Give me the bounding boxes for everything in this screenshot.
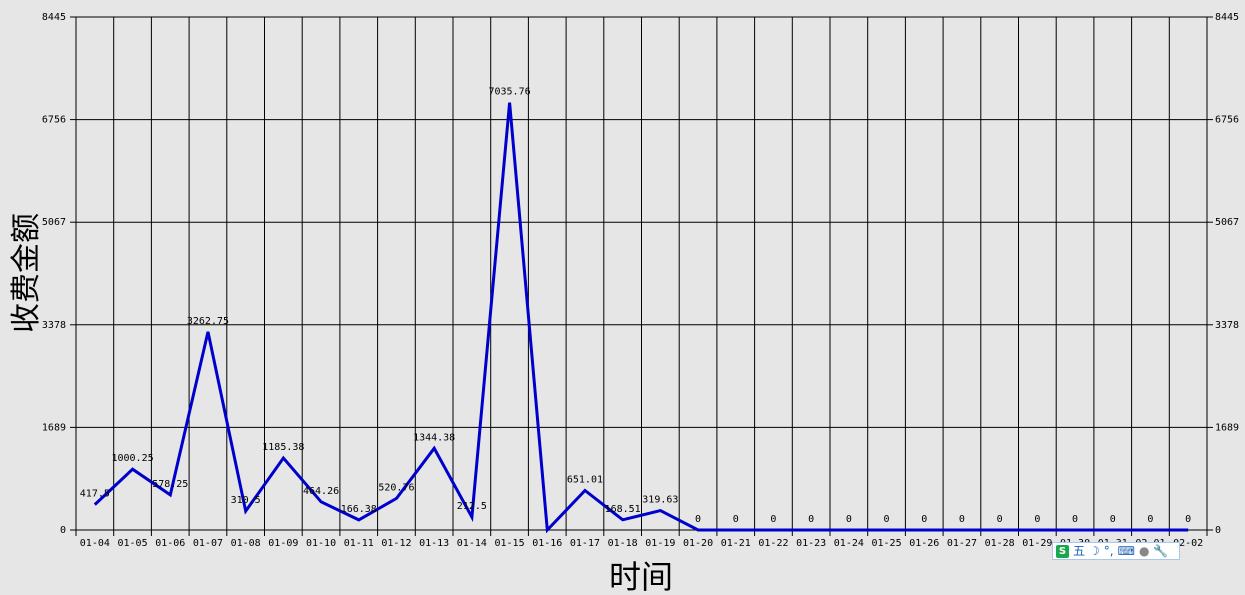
x-tick-label: 01-07 — [193, 538, 223, 549]
x-tick-label: 01-28 — [985, 538, 1015, 549]
data-label: 212.5 — [457, 501, 487, 512]
data-label: 0 — [1147, 514, 1153, 525]
data-label: 0 — [770, 514, 776, 525]
x-tick-label: 01-10 — [306, 538, 336, 549]
data-label: 0 — [921, 514, 927, 525]
x-tick-label: 01-15 — [494, 538, 524, 549]
data-label: 464.26 — [303, 486, 339, 497]
y-tick-label-right: 0 — [1215, 525, 1221, 536]
data-label: 0 — [733, 514, 739, 525]
data-label: 651.01 — [567, 474, 603, 485]
data-label: 520.76 — [378, 482, 414, 493]
input-mode-label[interactable]: 五 — [1073, 544, 1086, 558]
x-tick-label: 01-09 — [268, 538, 298, 549]
x-axis-title: 时间 — [609, 558, 673, 595]
x-tick-label: 01-05 — [117, 538, 147, 549]
x-tick-label: 01-25 — [871, 538, 901, 549]
data-label: 0 — [884, 514, 890, 525]
data-labels: 417.5 1000.25 578.25 3262.75 310.5 1185.38 464… — [80, 87, 1191, 525]
data-label: 0 — [997, 514, 1003, 525]
x-tick-label: 01-14 — [457, 538, 487, 549]
y-tick-label-left: 3378 — [42, 320, 66, 331]
y-tick-label-right: 6756 — [1215, 115, 1239, 126]
y-axis-left-ticks: 0 1689 3378 5067 6756 8445 — [42, 12, 76, 536]
y-axis-right-ticks: 0 1689 3378 5067 6756 8445 — [1207, 12, 1239, 536]
data-label: 319.63 — [642, 495, 678, 506]
y-tick-label-right: 8445 — [1215, 12, 1239, 23]
data-label: 0 — [959, 514, 965, 525]
x-tick-label: 01-29 — [1022, 538, 1052, 549]
data-label: 578.25 — [152, 479, 188, 490]
x-tick-label: 01-19 — [645, 538, 675, 549]
data-label: 166.38 — [341, 504, 377, 515]
data-label: 0 — [846, 514, 852, 525]
y-tick-label-left: 6756 — [42, 115, 66, 126]
sogou-logo-icon[interactable]: S — [1056, 544, 1069, 558]
data-label: 0 — [695, 514, 701, 525]
x-tick-label: 01-12 — [381, 538, 411, 549]
x-tick-label: 01-22 — [758, 538, 788, 549]
x-axis-ticks: 01-04 01-05 01-06 01-07 01-08 01-09 01-10 01-11… — [75, 530, 1208, 549]
data-label: 0 — [1110, 514, 1116, 525]
grid-layer — [75, 16, 1208, 531]
x-tick-label: 01-16 — [532, 538, 562, 549]
data-label: 0 — [1185, 514, 1191, 525]
moon-icon[interactable]: ☽ — [1089, 544, 1100, 558]
wrench-icon[interactable]: 🔧 — [1153, 544, 1169, 558]
y-tick-label-left: 5067 — [42, 217, 66, 228]
x-tick-label: 01-26 — [909, 538, 939, 549]
data-label: 0 — [1034, 514, 1040, 525]
data-label: 1000.25 — [111, 453, 153, 464]
data-label: 1344.38 — [413, 432, 455, 443]
y-tick-label-left: 0 — [60, 525, 66, 536]
data-label: 0 — [808, 514, 814, 525]
series-layer — [93, 102, 1189, 534]
y-tick-label-left: 8445 — [42, 12, 66, 23]
x-tick-label: 01-11 — [344, 538, 374, 549]
x-tick-label: 02-02 — [1173, 538, 1203, 549]
data-label: 310.5 — [231, 495, 261, 506]
x-tick-label: 01-27 — [947, 538, 977, 549]
data-label: 0 — [1072, 514, 1078, 525]
user-icon[interactable]: ● — [1138, 544, 1150, 558]
y-tick-label-right: 5067 — [1215, 217, 1239, 228]
x-tick-label: 01-08 — [231, 538, 261, 549]
punctuation-icon[interactable]: °, — [1103, 544, 1114, 558]
x-tick-label: 01-24 — [834, 538, 864, 549]
y-axis-title: 收费金额 — [9, 213, 44, 333]
x-tick-label: 01-13 — [419, 538, 449, 549]
x-tick-label: 01-06 — [155, 538, 185, 549]
x-tick-label: 01-04 — [80, 538, 110, 549]
series-line — [93, 102, 1189, 534]
x-tick-label: 01-23 — [796, 538, 826, 549]
data-label: 7035.76 — [488, 87, 530, 98]
data-label: 1185.38 — [262, 442, 304, 453]
y-tick-label-left: 1689 — [42, 422, 66, 433]
x-tick-label: 01-21 — [721, 538, 751, 549]
keyboard-icon[interactable]: ⌨ — [1117, 544, 1135, 558]
x-tick-label: 01-18 — [608, 538, 638, 549]
x-tick-label: 01-17 — [570, 538, 600, 549]
x-tick-label: 01-20 — [683, 538, 713, 549]
y-tick-label-right: 1689 — [1215, 422, 1239, 433]
data-label: 417.5 — [80, 489, 110, 500]
y-tick-label-right: 3378 — [1215, 320, 1239, 331]
data-label: 168.51 — [605, 504, 641, 515]
ime-toolbar[interactable]: S 五 ☽ °, ⌨ ● 🔧 — [1052, 542, 1180, 560]
data-label: 3262.75 — [187, 316, 229, 327]
